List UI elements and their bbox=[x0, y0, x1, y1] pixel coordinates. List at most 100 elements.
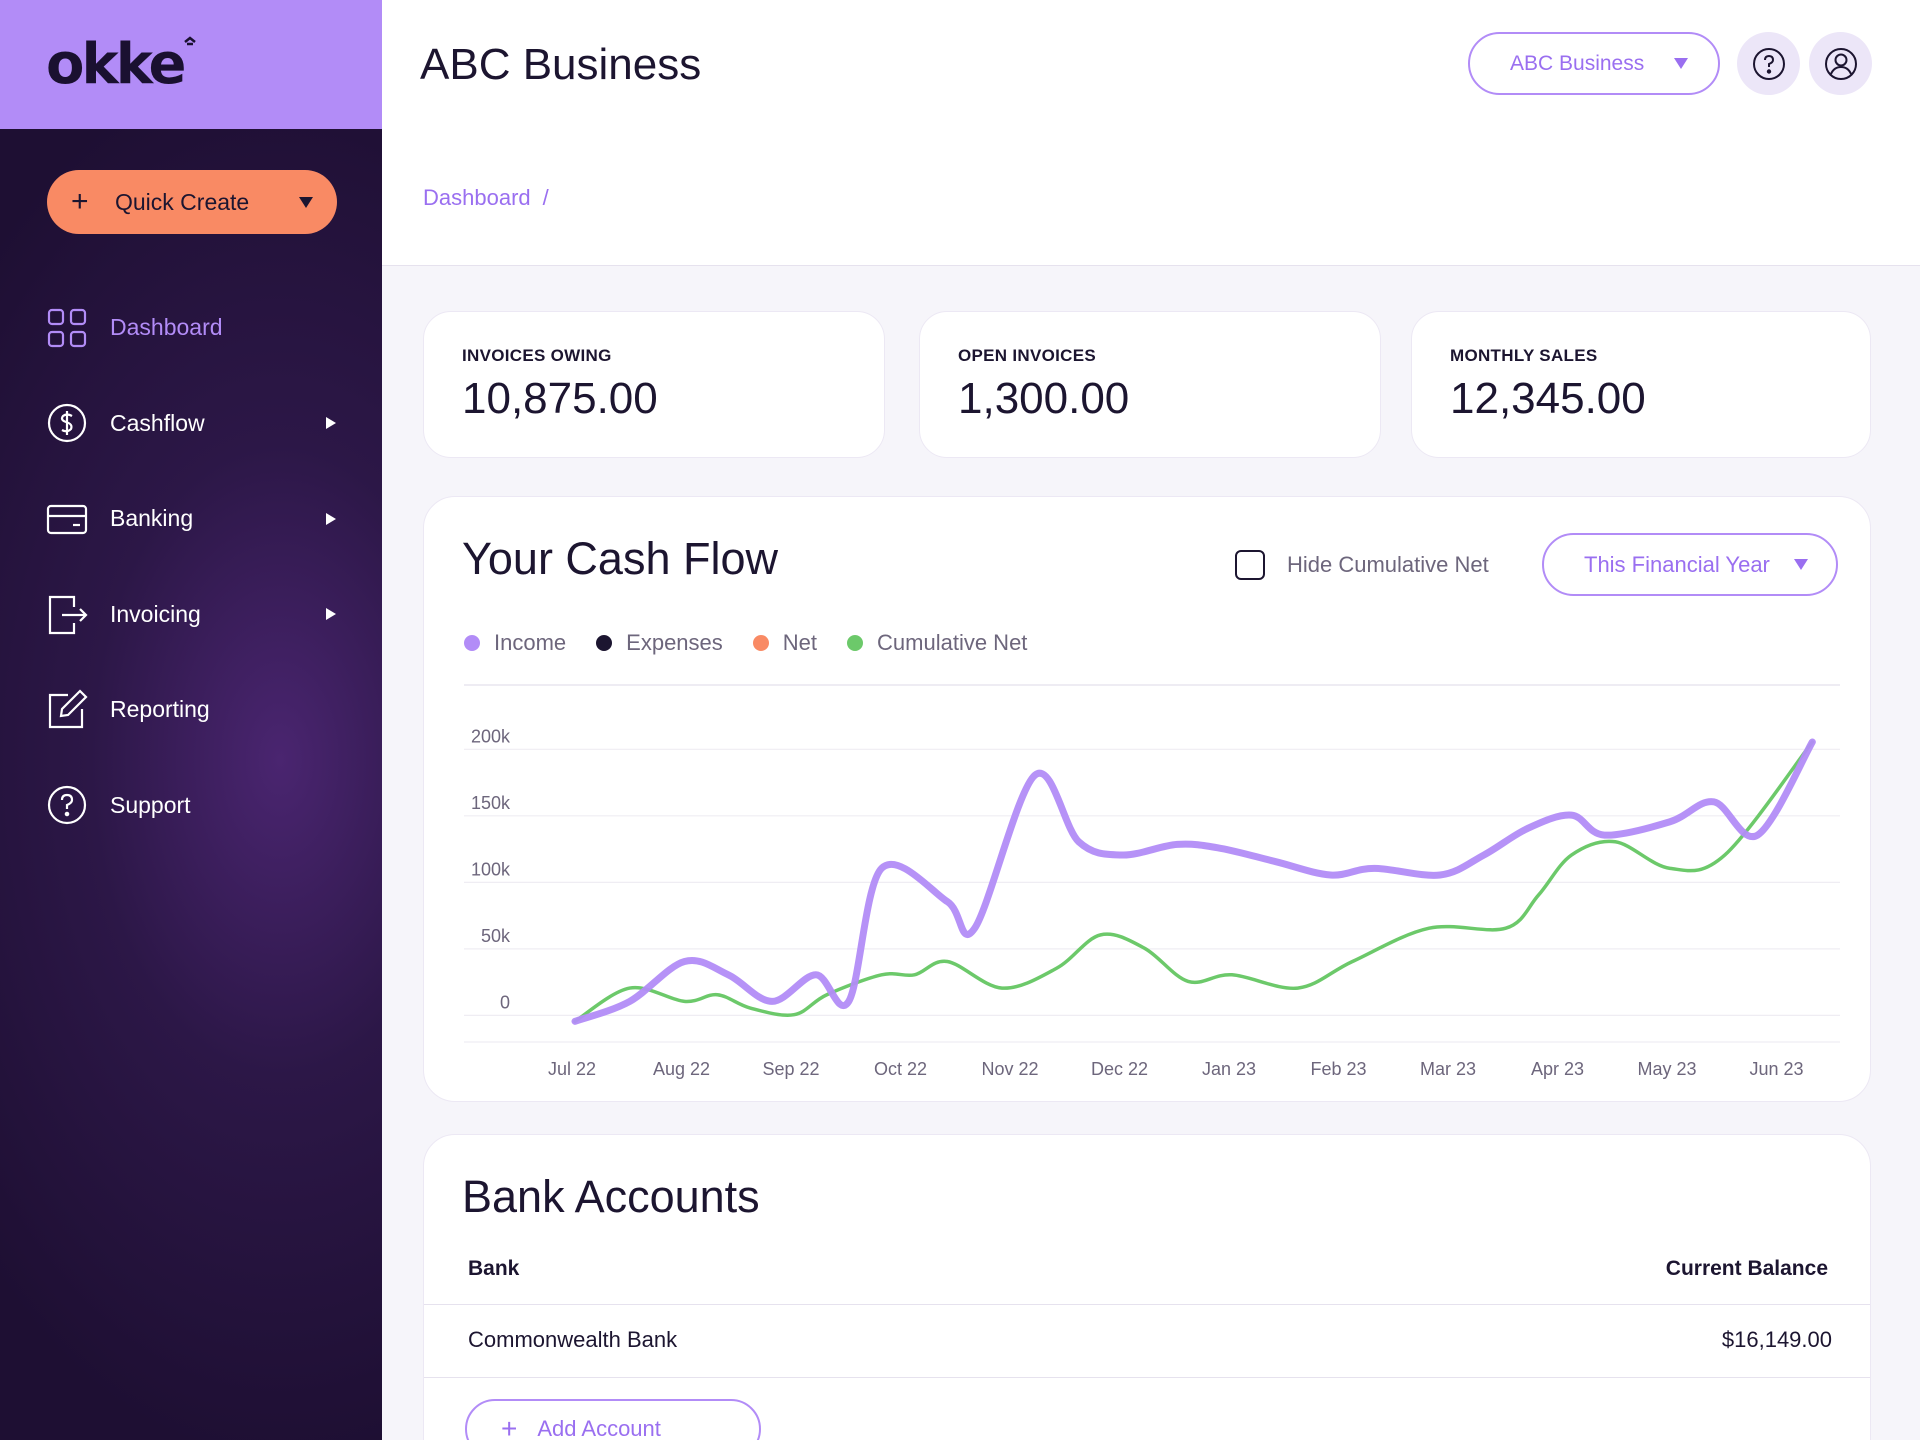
y-tick-label: 100k bbox=[471, 859, 511, 879]
x-tick-label: Mar 23 bbox=[1420, 1059, 1476, 1079]
breadcrumb-dashboard-link[interactable]: Dashboard bbox=[423, 185, 531, 210]
question-circle-icon bbox=[1752, 47, 1785, 80]
legend-item-cumulative-net[interactable]: Cumulative Net bbox=[847, 630, 1027, 656]
expand-arrow-icon[interactable] bbox=[326, 512, 336, 525]
x-tick-label: Nov 22 bbox=[981, 1059, 1038, 1079]
y-tick-label: 50k bbox=[481, 926, 511, 946]
add-account-button[interactable]: + Add Account bbox=[465, 1399, 761, 1440]
x-tick-label: May 23 bbox=[1637, 1059, 1696, 1079]
caret-down-icon[interactable] bbox=[299, 196, 313, 208]
sidebar: okke + Quick Create Dashboard bbox=[0, 0, 382, 1440]
legend-item-net[interactable]: Net bbox=[752, 630, 818, 656]
y-tick-label: 200k bbox=[471, 726, 511, 746]
x-tick-label: Feb 23 bbox=[1310, 1059, 1366, 1079]
page-title: ABC Business bbox=[420, 40, 702, 89]
breadcrumb-separator: / bbox=[542, 185, 549, 210]
series-line-cumulative-net bbox=[573, 740, 1815, 1024]
top-header: ABC Business ABC Business bbox=[382, 0, 1920, 129]
quick-create-label: Quick Create bbox=[115, 188, 250, 215]
bank-accounts-card: Bank Accounts Bank Current Balance Commo… bbox=[423, 1134, 1871, 1440]
sidebar-item-label: Invoicing bbox=[110, 600, 201, 627]
x-tick-label: Jan 23 bbox=[1202, 1059, 1256, 1079]
bank-accounts-title: Bank Accounts bbox=[462, 1171, 760, 1222]
chevron-down-icon bbox=[1674, 58, 1688, 69]
legend-label: Expenses bbox=[626, 630, 723, 655]
bank-name: Commonwealth Bank bbox=[468, 1327, 678, 1352]
business-select[interactable]: ABC Business bbox=[1468, 32, 1720, 95]
brand-header: okke bbox=[0, 0, 382, 129]
x-tick-label: Oct 22 bbox=[874, 1059, 927, 1079]
sidebar-item-banking[interactable]: Banking bbox=[0, 471, 382, 567]
stat-label: OPEN INVOICES bbox=[958, 346, 1097, 365]
profile-button[interactable] bbox=[1809, 32, 1872, 95]
legend-label: Cumulative Net bbox=[877, 630, 1028, 655]
stat-value: 12,345.00 bbox=[1450, 374, 1646, 423]
sidebar-item-reporting[interactable]: Reporting bbox=[0, 662, 382, 758]
chart-legend: Income Expenses Net Cumulative Net bbox=[464, 630, 1057, 656]
x-tick-label: Dec 22 bbox=[1091, 1059, 1148, 1079]
invoice-export-icon bbox=[46, 593, 88, 635]
bank-balance: $16,149.00 bbox=[1721, 1327, 1832, 1352]
expand-arrow-icon[interactable] bbox=[326, 417, 336, 430]
y-tick-label: 150k bbox=[471, 793, 511, 813]
legend-dot bbox=[596, 635, 613, 651]
quick-create-button[interactable]: + Quick Create bbox=[47, 170, 337, 234]
x-tick-label: Apr 23 bbox=[1531, 1059, 1584, 1079]
stat-card-open-invoices: OPEN INVOICES 1,300.00 bbox=[919, 311, 1381, 458]
logo-spark-icon bbox=[184, 36, 197, 46]
x-tick-label: Aug 22 bbox=[653, 1059, 710, 1079]
hide-cumulative-checkbox[interactable] bbox=[1235, 550, 1265, 580]
legend-item-expenses[interactable]: Expenses bbox=[596, 630, 723, 656]
plus-icon: + bbox=[71, 185, 89, 218]
stat-card-invoices-owing: INVOICES OWING 10,875.00 bbox=[423, 311, 885, 458]
y-tick-label: 0 bbox=[500, 992, 510, 1012]
user-circle-icon bbox=[1824, 47, 1857, 80]
breadcrumb: Dashboard / bbox=[423, 185, 549, 211]
sidebar-item-invoicing[interactable]: Invoicing bbox=[0, 567, 382, 663]
stat-label: INVOICES OWING bbox=[462, 346, 612, 365]
edit-square-icon bbox=[46, 689, 88, 731]
sidebar-item-cashflow[interactable]: Cashflow bbox=[0, 376, 382, 472]
x-tick-label: Jul 22 bbox=[548, 1059, 596, 1079]
table-row[interactable]: Commonwealth Bank $16,149.00 bbox=[424, 1305, 1870, 1378]
hide-cumulative-toggle[interactable]: Hide Cumulative Net bbox=[1235, 550, 1489, 580]
series-line-income bbox=[571, 738, 1816, 1025]
legend-item-income[interactable]: Income bbox=[464, 630, 566, 656]
legend-label: Income bbox=[494, 630, 567, 655]
chevron-down-icon bbox=[1794, 559, 1808, 570]
plus-icon: + bbox=[501, 1413, 518, 1440]
sidebar-item-dashboard[interactable]: Dashboard bbox=[0, 280, 382, 376]
legend-label: Net bbox=[782, 630, 818, 655]
legend-dot bbox=[752, 635, 769, 651]
app-logo[interactable]: okke bbox=[46, 32, 197, 97]
stat-label: MONTHLY SALES bbox=[1450, 346, 1598, 365]
expand-arrow-icon[interactable] bbox=[326, 608, 336, 621]
breadcrumb-bar: Dashboard / bbox=[382, 129, 1920, 266]
bank-table-header: Bank Current Balance bbox=[424, 1245, 1870, 1305]
logo-text: okke bbox=[46, 32, 186, 97]
stat-value: 10,875.00 bbox=[462, 374, 658, 423]
cashflow-card: 0 50k 100k 150k 200k Jul 22 Aug 22 Sep 22 Oct 22… bbox=[423, 496, 1871, 1102]
hide-cumulative-label: Hide Cumulative Net bbox=[1287, 552, 1489, 577]
card-icon bbox=[46, 498, 88, 540]
business-select-value: ABC Business bbox=[1510, 51, 1645, 75]
cashflow-title: Your Cash Flow bbox=[462, 533, 778, 584]
x-tick-label: Sep 22 bbox=[762, 1059, 819, 1079]
column-header-balance: Current Balance bbox=[1665, 1257, 1828, 1280]
x-tick-label: Jun 23 bbox=[1749, 1059, 1803, 1079]
period-select-value: This Financial Year bbox=[1584, 551, 1770, 577]
sidebar-nav: Dashboard Cashflow Banking bbox=[0, 280, 382, 853]
dollar-circle-icon bbox=[46, 402, 88, 444]
help-button[interactable] bbox=[1737, 32, 1800, 95]
column-header-bank: Bank bbox=[468, 1257, 520, 1280]
sidebar-item-support[interactable]: Support bbox=[0, 758, 382, 854]
legend-dot bbox=[464, 635, 480, 651]
sidebar-item-label: Banking bbox=[110, 505, 194, 532]
question-circle-icon bbox=[46, 784, 88, 826]
sidebar-item-label: Cashflow bbox=[110, 409, 205, 436]
stat-card-monthly-sales: MONTHLY SALES 12,345.00 bbox=[1411, 311, 1871, 458]
sidebar-item-label: Support bbox=[110, 791, 191, 818]
period-select[interactable]: This Financial Year bbox=[1542, 533, 1838, 596]
sidebar-item-label: Reporting bbox=[110, 696, 210, 723]
stat-value: 1,300.00 bbox=[958, 374, 1130, 423]
